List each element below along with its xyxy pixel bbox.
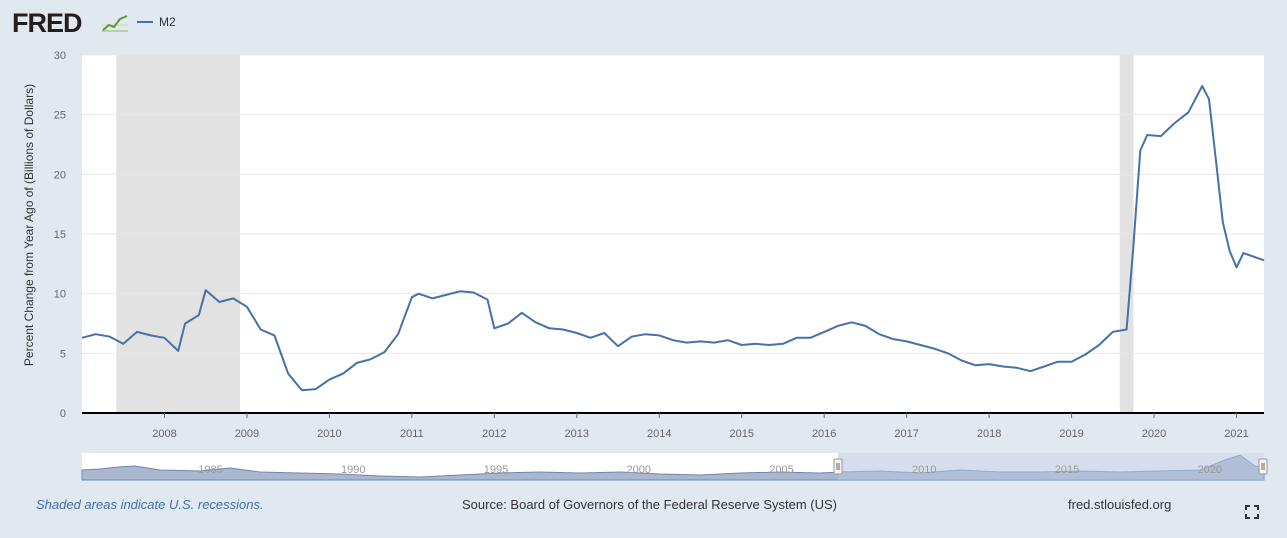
y-axis-label: Percent Change from Year Ago of (Billion… bbox=[22, 84, 36, 366]
range-navigator[interactable]: 1985 1990 1995 2000 2005 2010 2015 2020 bbox=[81, 453, 1268, 481]
y-tick-label-30: 30 bbox=[54, 50, 66, 62]
navigator-tick-1985: 1985 bbox=[198, 464, 222, 476]
navigator-ticks: 1985 1990 1995 2000 2005 2010 2015 2020 bbox=[198, 464, 1222, 476]
x-tick-label-2012: 2012 bbox=[482, 428, 506, 440]
legend-label-m2: M2 bbox=[159, 15, 176, 29]
y-tick-label-0: 0 bbox=[60, 408, 66, 420]
x-tick-label-2008: 2008 bbox=[152, 428, 176, 440]
y-tick-label-5: 5 bbox=[60, 348, 66, 360]
gridlines bbox=[82, 54, 1264, 354]
navigator-tick-1990: 1990 bbox=[341, 464, 365, 476]
y-tick-label-20: 20 bbox=[54, 169, 66, 181]
series-line-m2[interactable] bbox=[81, 85, 1265, 392]
x-tick-label-2019: 2019 bbox=[1059, 428, 1083, 440]
x-tick-label-2017: 2017 bbox=[894, 428, 918, 440]
chart-legend[interactable]: M2 bbox=[137, 15, 176, 29]
source-text: Source: Board of Governors of the Federa… bbox=[462, 497, 837, 512]
navigator-tick-2020: 2020 bbox=[1198, 464, 1222, 476]
navigator-tick-2005: 2005 bbox=[769, 464, 793, 476]
navigator-tick-1995: 1995 bbox=[484, 464, 508, 476]
header: FRED M2 bbox=[0, 0, 1287, 48]
y-axis-ticks: 0 5 10 15 20 25 30 bbox=[54, 50, 66, 420]
fred-logo[interactable]: FRED bbox=[12, 8, 82, 38]
x-tick-label-2010: 2010 bbox=[317, 428, 341, 440]
x-axis-ticks: 2008 2009 2010 2011 2012 2013 2014 2015 2016 2017… bbox=[152, 413, 1249, 440]
site-link[interactable]: fred.stlouisfed.org bbox=[1068, 497, 1172, 512]
y-tick-label-15: 15 bbox=[54, 229, 66, 241]
navigator-handle-right[interactable] bbox=[1258, 458, 1268, 475]
y-tick-label-25: 25 bbox=[54, 110, 66, 122]
navigator-selection[interactable] bbox=[838, 453, 1264, 480]
navigator-handle-left[interactable] bbox=[833, 458, 843, 475]
x-tick-label-2020: 2020 bbox=[1142, 428, 1166, 440]
x-tick-label-2015: 2015 bbox=[729, 428, 753, 440]
x-tick-label-2009: 2009 bbox=[235, 428, 259, 440]
x-tick-label-2016: 2016 bbox=[812, 428, 836, 440]
navigator-tick-2010: 2010 bbox=[912, 464, 936, 476]
fullscreen-icon[interactable] bbox=[1245, 505, 1259, 519]
x-tick-label-2014: 2014 bbox=[647, 428, 671, 440]
navigator-tick-2000: 2000 bbox=[626, 464, 650, 476]
navigator-tick-2015: 2015 bbox=[1055, 464, 1079, 476]
x-tick-label-2021: 2021 bbox=[1224, 428, 1248, 440]
legend-line-swatch bbox=[137, 21, 153, 23]
chart-line-icon bbox=[102, 13, 128, 33]
x-tick-label-2011: 2011 bbox=[400, 428, 424, 440]
recession-note: Shaded areas indicate U.S. recessions. bbox=[36, 497, 264, 512]
x-tick-label-2013: 2013 bbox=[565, 428, 589, 440]
x-tick-label-2018: 2018 bbox=[977, 428, 1001, 440]
y-tick-label-10: 10 bbox=[54, 289, 66, 301]
